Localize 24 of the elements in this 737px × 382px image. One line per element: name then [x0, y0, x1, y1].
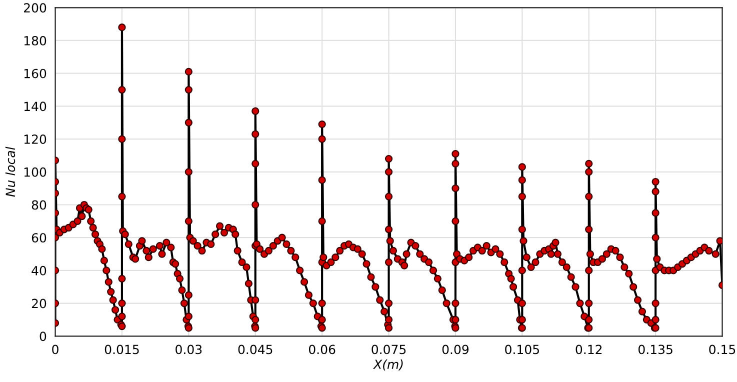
- y-axis-title: Nu local: [5, 146, 16, 197]
- y-tick-label: 60: [32, 233, 46, 243]
- x-tick-label: 0.105: [505, 344, 539, 354]
- x-tick-label: 0: [52, 344, 58, 354]
- x-tick-label: 0.03: [176, 344, 202, 354]
- x-tick-label: 0.12: [576, 344, 602, 354]
- x-tick-label: 0.045: [238, 344, 272, 354]
- x-axis-title: X(m): [372, 359, 403, 371]
- y-tick-label: 180: [24, 36, 46, 46]
- y-tick-label: 140: [24, 102, 46, 112]
- x-tick-label: 0.06: [308, 344, 336, 354]
- x-tick-label: 0.015: [104, 344, 139, 354]
- y-tick-label: 120: [24, 134, 46, 144]
- x-tick-label: 0.135: [638, 344, 672, 354]
- x-tick-label: 0.075: [372, 344, 406, 354]
- y-tick-label: 200: [24, 3, 46, 13]
- x-tick-label: 0.09: [442, 344, 469, 354]
- y-tick-label: 0: [40, 332, 46, 342]
- y-tick-label: 100: [24, 167, 46, 177]
- x-tick-label: 0.15: [709, 344, 736, 354]
- y-tick-label: 20: [32, 298, 46, 308]
- y-tick-label: 40: [32, 266, 46, 276]
- y-tick-label: 80: [32, 200, 46, 210]
- y-tick-label: 160: [24, 68, 46, 78]
